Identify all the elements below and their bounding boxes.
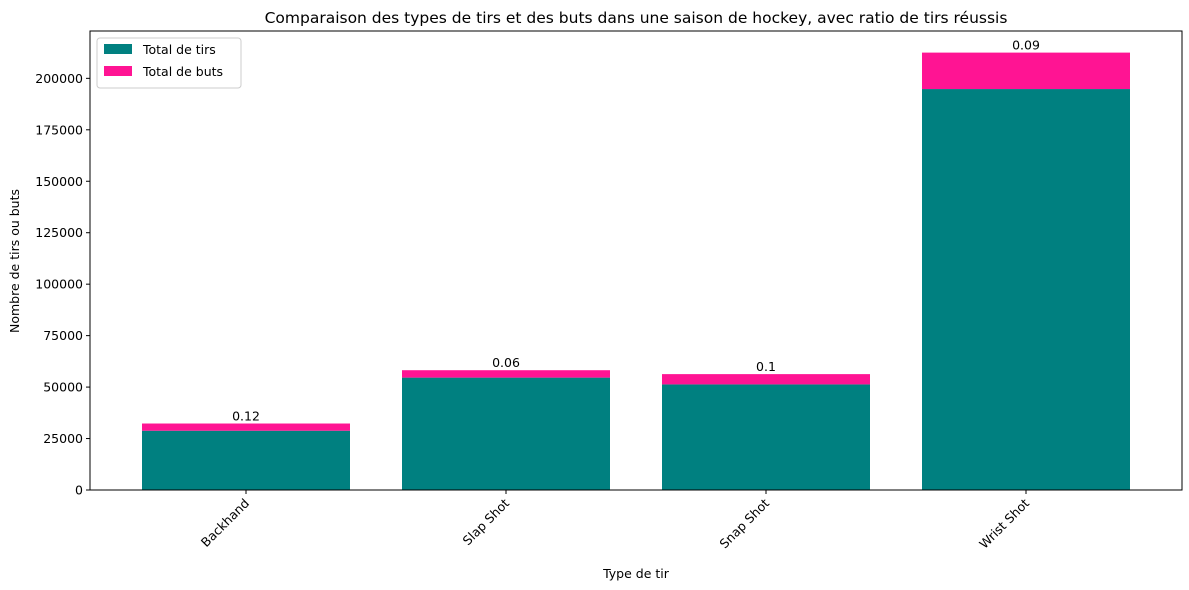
y-tick-label: 200000 [35,71,83,86]
x-tick-label: Snap Shot [716,495,772,551]
y-tick-label: 75000 [43,328,83,343]
legend-swatch-buts [104,66,132,76]
bar-tirs-3 [922,89,1130,490]
bar-ratio-label-2: 0.1 [756,359,776,374]
legend-label-tirs: Total de tirs [142,42,216,57]
plot-frame [89,30,1183,491]
bar-tirs-2 [662,384,870,490]
bar-tirs-1 [402,377,610,490]
x-tick-label: Slap Shot [460,495,513,548]
y-tick-label: 50000 [43,380,83,395]
y-tick-label: 175000 [35,122,83,137]
bar-buts-3 [922,52,1130,90]
bar-buts-2 [662,374,870,385]
bar-ratio-label-3: 0.09 [1012,38,1040,53]
y-tick-label: 25000 [43,431,83,446]
bar-ratio-label-1: 0.06 [492,355,520,370]
y-tick-label: 150000 [35,174,83,189]
bar-tirs-0 [142,430,350,490]
x-tick-label: Wrist Shot [976,495,1032,551]
legend: Total de tirs Total de buts [96,37,242,89]
y-tick-label: 125000 [35,225,83,240]
x-axis-label: Type de tir [602,566,670,581]
legend-label-buts: Total de buts [142,64,223,79]
bar-buts-1 [402,370,610,378]
bars [142,52,1130,490]
y-tick-label: 100000 [35,277,83,292]
chart-title: Comparaison des types de tirs et des but… [265,9,1008,27]
x-tick-label: Backhand [198,496,252,550]
bar-buts-0 [142,423,350,431]
bar-ratio-label-0: 0.12 [232,409,260,424]
legend-swatch-tirs [104,44,132,54]
bar-labels: 0.12 0.06 0.1 0.09 [232,38,1040,424]
x-axis-ticks: Backhand Slap Shot Snap Shot Wrist Shot [198,490,1032,552]
legend-box [96,37,242,89]
y-axis-label: Nombre de tirs ou buts [7,189,22,333]
y-axis-ticks: 0 25000 50000 75000 100000 125000 150000 175000… [35,71,90,498]
y-tick-label: 0 [75,483,83,498]
